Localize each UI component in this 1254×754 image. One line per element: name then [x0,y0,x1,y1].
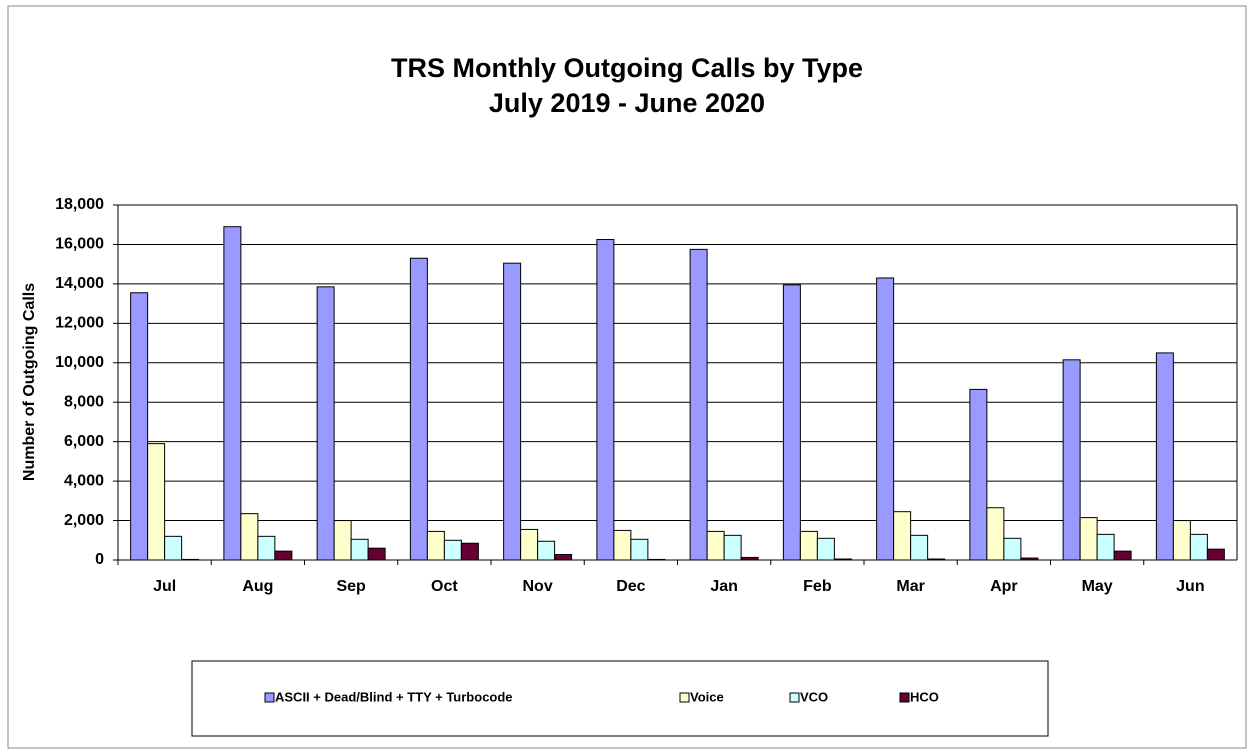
bar [367,547,386,561]
x-tick-label: Nov [523,578,553,595]
x-tick-label: Jul [153,578,176,595]
bar [426,530,445,561]
bar [706,530,725,561]
legend-swatch [264,692,275,703]
bar [986,507,1005,561]
bar [723,534,742,561]
bar [630,538,649,561]
y-tick-label: 16,000 [55,236,104,253]
legend-label: ASCII + Dead/Blind + TTY + Turbocode [275,689,513,704]
y-tick-label: 0 [95,551,104,568]
bar [1079,517,1098,561]
bar [130,292,149,561]
bar [1172,520,1191,561]
x-tick-label: Jan [710,578,738,595]
bar [596,239,615,561]
x-tick-label: Apr [990,578,1018,595]
y-axis-label: Number of Outgoing Calls [21,283,38,481]
bar [333,520,352,561]
y-tick-label: 6,000 [64,433,104,450]
bar [223,226,242,561]
bar [1003,537,1022,561]
legend-label: Voice [690,689,724,704]
x-tick-label: May [1082,578,1113,595]
legend-swatch [679,692,690,703]
bar [816,537,835,561]
y-tick-label: 4,000 [64,472,104,489]
bar [910,534,929,561]
legend-swatch [789,692,800,703]
y-tick-label: 8,000 [64,393,104,410]
y-tick-label: 10,000 [55,354,104,371]
x-tick-label: Aug [242,578,273,595]
bar [257,535,276,561]
bar [460,542,479,561]
bar [316,286,335,561]
bar [799,530,818,561]
chart-subtitle: July 2019 - June 2020 [489,88,765,118]
y-tick-label: 2,000 [64,512,104,529]
y-tick-label: 14,000 [55,275,104,292]
chart-title: TRS Monthly Outgoing Calls by Type [391,53,863,83]
bar [350,538,369,561]
bar [240,513,259,561]
bar [893,511,912,561]
y-tick-label: 18,000 [55,196,104,213]
bar [164,535,183,561]
bar [613,529,632,561]
legend-label: HCO [910,689,939,704]
bar [443,539,462,561]
x-tick-label: Sep [336,578,366,595]
bar [409,257,428,561]
legend-swatch [899,692,910,703]
bar [969,388,988,561]
bar [876,277,895,561]
bar [554,553,573,561]
bar [1062,359,1081,561]
bar [1189,533,1208,561]
bar [689,248,708,561]
legend-label: VCO [800,689,828,704]
bar [503,262,522,561]
x-tick-label: Dec [616,578,645,595]
x-tick-label: Jun [1176,578,1204,595]
bar [537,540,556,561]
bar [520,528,539,561]
x-tick-label: Mar [896,578,924,595]
y-tick-label: 12,000 [55,315,104,332]
bar [782,284,801,561]
x-tick-label: Feb [803,578,832,595]
x-tick-label: Oct [431,578,458,595]
bar [1096,533,1115,561]
chart-border [7,5,1247,749]
bar [1206,548,1225,561]
bar [274,550,293,561]
bar [1113,550,1132,561]
bar [147,443,166,561]
bar [1155,352,1174,561]
